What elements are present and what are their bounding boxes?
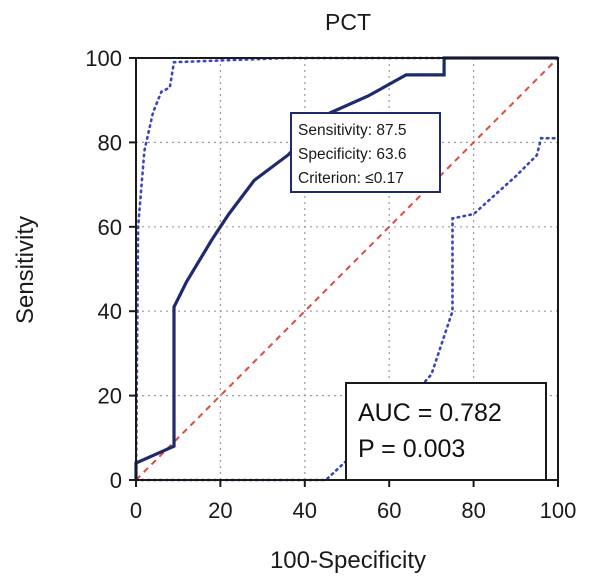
tick-marks: 0 20 40 60 80 100 0 20 40 60 80 100 [85, 46, 576, 523]
x-tick-label: 0 [130, 498, 142, 523]
x-tick-label: 80 [461, 498, 485, 523]
y-tick-label: 20 [98, 384, 122, 409]
y-axis-title: Sensitivity [12, 216, 39, 324]
y-tick-label: 80 [98, 130, 122, 155]
criterion-threshold: Criterion: ≤0.17 [298, 170, 404, 187]
p-value: P = 0.003 [358, 435, 465, 463]
criterion-specificity: Specificity: 63.6 [298, 146, 407, 163]
x-tick-label: 20 [208, 498, 232, 523]
auc-value: AUC = 0.782 [358, 399, 502, 427]
y-tick-label: 60 [98, 215, 122, 240]
roc-curve-line [134, 56, 558, 480]
auc-stats-box: AUC = 0.782 P = 0.003 [345, 382, 547, 481]
y-tick-label: 40 [98, 299, 122, 324]
y-tick-label: 0 [110, 468, 122, 493]
criterion-callout: Sensitivity: 87.5 Specificity: 63.6 Crit… [290, 112, 441, 193]
auc-stats-box-frame [345, 382, 547, 481]
x-tick-label: 60 [377, 498, 401, 523]
x-tick-label: 100 [540, 498, 577, 523]
chart-title: PCT [325, 9, 371, 35]
x-axis-title: 100-Specificity [270, 547, 426, 574]
diagonal-line [135, 57, 559, 481]
criterion-sensitivity: Sensitivity: 87.5 [298, 122, 407, 139]
ci-upper-line [134, 56, 560, 482]
y-tick-label: 100 [85, 46, 122, 71]
criterion-callout-box [290, 112, 441, 193]
x-tick-label: 40 [293, 498, 317, 523]
